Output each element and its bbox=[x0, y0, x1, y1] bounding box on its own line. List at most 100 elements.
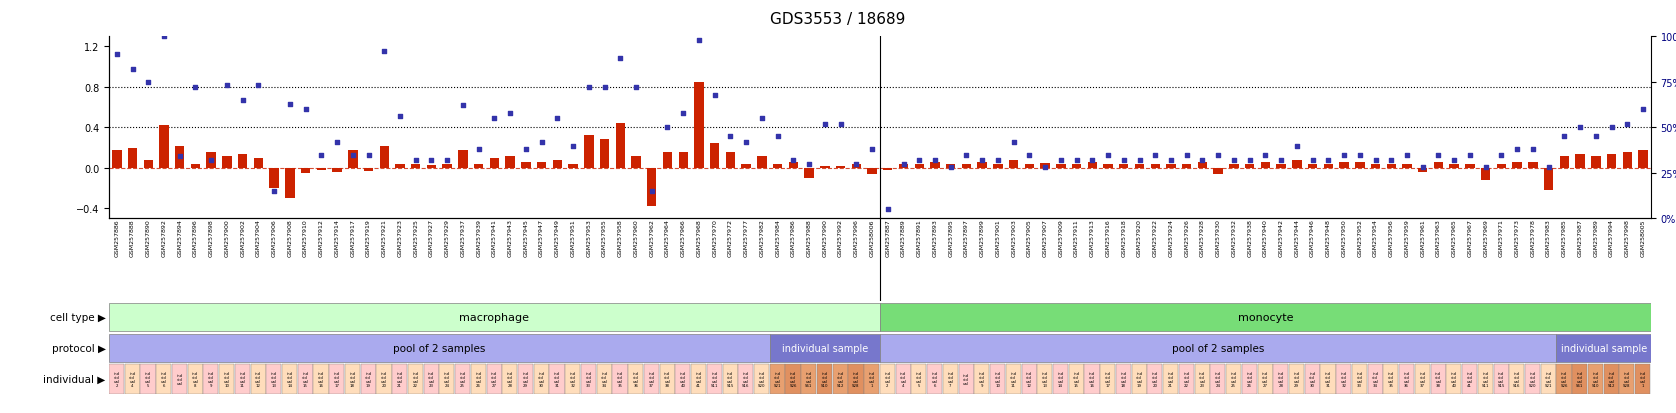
Bar bbox=[503, 364, 518, 394]
Point bbox=[639, 188, 665, 195]
Bar bbox=[1607, 154, 1616, 169]
Text: GSM257930: GSM257930 bbox=[1215, 219, 1220, 256]
Bar bbox=[866, 169, 877, 174]
Bar bbox=[1431, 364, 1446, 394]
Bar bbox=[1353, 364, 1368, 394]
Text: ind
vid
ual
1: ind vid ual 1 bbox=[868, 371, 875, 387]
Point bbox=[749, 116, 776, 122]
Text: pool of 2 samples: pool of 2 samples bbox=[394, 343, 486, 353]
Bar bbox=[880, 303, 1651, 331]
Point bbox=[1346, 152, 1373, 159]
Point bbox=[340, 152, 367, 159]
Point bbox=[890, 161, 917, 168]
Text: ind
vid
ual
13: ind vid ual 13 bbox=[1042, 371, 1048, 387]
Text: ind
vid
ual
35: ind vid ual 35 bbox=[1388, 371, 1394, 387]
Bar bbox=[1021, 364, 1037, 394]
Text: ind
vid
ual
20: ind vid ual 20 bbox=[380, 371, 387, 387]
Text: GSM257950: GSM257950 bbox=[1341, 219, 1346, 256]
Bar bbox=[1009, 160, 1019, 169]
Bar bbox=[1383, 364, 1398, 394]
Text: GSM257905: GSM257905 bbox=[1027, 219, 1032, 256]
Point bbox=[1425, 152, 1451, 159]
Text: GSM257910: GSM257910 bbox=[303, 219, 308, 256]
Text: individual ▶: individual ▶ bbox=[44, 374, 106, 384]
Text: ind
vid
ual
40: ind vid ual 40 bbox=[680, 371, 685, 387]
Point bbox=[1079, 157, 1106, 164]
Bar bbox=[1163, 364, 1178, 394]
Bar bbox=[427, 165, 436, 169]
Bar bbox=[223, 156, 231, 169]
Point bbox=[843, 161, 870, 168]
Bar bbox=[1637, 150, 1648, 169]
Point bbox=[355, 152, 382, 159]
Text: ind
vid
ual
11: ind vid ual 11 bbox=[240, 371, 245, 387]
Bar bbox=[1336, 364, 1351, 394]
Text: ind
vid
ual
24: ind vid ual 24 bbox=[444, 371, 449, 387]
Text: protocol ▶: protocol ▶ bbox=[52, 343, 106, 353]
Text: GSM257924: GSM257924 bbox=[1168, 219, 1173, 257]
Text: GSM257947: GSM257947 bbox=[540, 219, 545, 257]
Text: GSM257909: GSM257909 bbox=[1058, 219, 1063, 256]
Bar bbox=[533, 364, 548, 394]
Text: ind
vid
ual
30: ind vid ual 30 bbox=[538, 371, 545, 387]
Bar bbox=[442, 164, 453, 169]
Point bbox=[528, 139, 555, 146]
Text: GSM257914: GSM257914 bbox=[335, 219, 340, 256]
Bar bbox=[1210, 364, 1225, 394]
Bar bbox=[1418, 169, 1428, 173]
Bar bbox=[1399, 364, 1415, 394]
Bar bbox=[1006, 364, 1021, 394]
Text: pool of 2 samples: pool of 2 samples bbox=[1172, 343, 1264, 353]
Text: GSM257989: GSM257989 bbox=[1594, 219, 1599, 256]
Text: ind
vid
ual
16: ind vid ual 16 bbox=[1089, 371, 1094, 387]
Point bbox=[575, 85, 602, 91]
Text: ind
vid
ual
14: ind vid ual 14 bbox=[287, 371, 293, 387]
Point bbox=[387, 114, 414, 121]
Bar bbox=[439, 364, 454, 394]
Text: ind
vid
ual
12: ind vid ual 12 bbox=[1026, 371, 1032, 387]
Bar bbox=[1229, 164, 1239, 169]
Text: GSM257938: GSM257938 bbox=[1247, 219, 1252, 256]
Text: GSM257948: GSM257948 bbox=[1326, 219, 1331, 256]
Bar bbox=[1497, 164, 1507, 169]
Text: ind
vid
ual
S20: ind vid ual S20 bbox=[758, 371, 766, 387]
Bar bbox=[880, 334, 1557, 362]
Bar bbox=[647, 169, 657, 207]
Point bbox=[1550, 134, 1577, 140]
Bar bbox=[235, 364, 250, 394]
Point bbox=[905, 157, 932, 164]
Bar bbox=[109, 303, 880, 331]
Text: GSM257984: GSM257984 bbox=[774, 219, 779, 256]
Bar bbox=[1575, 154, 1585, 169]
Text: ind
vid
ual
7: ind vid ual 7 bbox=[947, 371, 954, 387]
Bar bbox=[203, 364, 218, 394]
Text: ind
vid
ual
S26: ind vid ual S26 bbox=[789, 371, 796, 387]
Bar bbox=[1636, 364, 1651, 394]
Point bbox=[875, 206, 902, 213]
Text: GSM257892: GSM257892 bbox=[161, 219, 166, 256]
Bar bbox=[1368, 364, 1383, 394]
Bar bbox=[364, 169, 374, 171]
Text: ind
vid
ual
9: ind vid ual 9 bbox=[979, 371, 985, 387]
Text: GSM257917: GSM257917 bbox=[350, 219, 355, 256]
Text: GSM257994: GSM257994 bbox=[1609, 219, 1614, 257]
Bar bbox=[1544, 169, 1554, 191]
Point bbox=[1299, 157, 1326, 164]
Text: ind
vid
ual
15: ind vid ual 15 bbox=[302, 371, 308, 387]
Point bbox=[937, 165, 964, 171]
Point bbox=[104, 52, 131, 59]
Text: ind
vid
ual
15: ind vid ual 15 bbox=[1073, 371, 1079, 387]
Text: ind
vid
ual
19: ind vid ual 19 bbox=[1136, 371, 1143, 387]
Text: GSM257964: GSM257964 bbox=[665, 219, 670, 256]
Text: GSM258006: GSM258006 bbox=[870, 219, 875, 256]
Bar bbox=[489, 158, 499, 169]
Text: GSM257972: GSM257972 bbox=[727, 219, 732, 257]
Bar bbox=[754, 364, 769, 394]
Text: GSM257941: GSM257941 bbox=[493, 219, 496, 256]
Text: cell type ▶: cell type ▶ bbox=[50, 312, 106, 322]
Text: GSM257942: GSM257942 bbox=[1279, 219, 1284, 257]
Text: ind
vid
ual
36: ind vid ual 36 bbox=[1403, 371, 1410, 387]
Text: GSM257907: GSM257907 bbox=[1042, 219, 1048, 256]
Text: GSM257969: GSM257969 bbox=[1483, 219, 1488, 256]
Bar bbox=[518, 364, 533, 394]
